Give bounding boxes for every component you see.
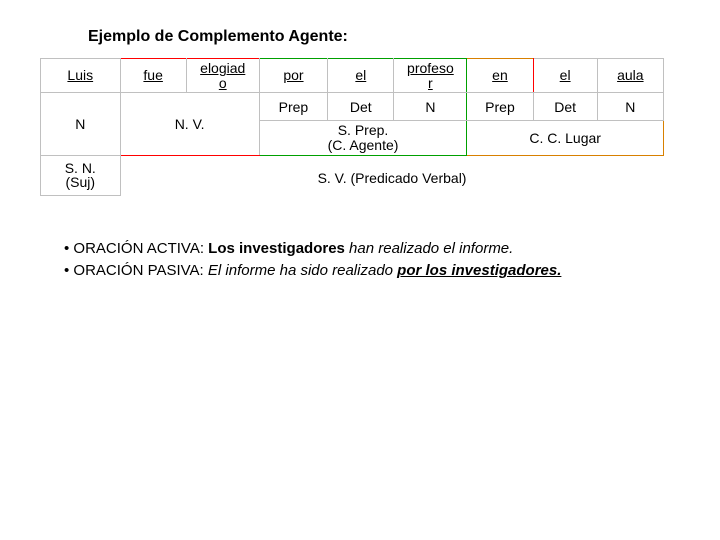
table-row-labels-3: S. N. (Suj) S. V. (Predicado Verbal) bbox=[41, 155, 664, 195]
activa-bold: Los investigadores bbox=[208, 240, 345, 257]
word-por: por bbox=[259, 59, 327, 93]
label-prep-1: Prep bbox=[259, 93, 327, 121]
word-luis: Luis bbox=[41, 59, 121, 93]
label-sprep-agente: S. Prep. (C. Agente) bbox=[259, 121, 467, 155]
page-title: Ejemplo de Complemento Agente: bbox=[88, 28, 680, 46]
activa-rest: han realizado el informe. bbox=[345, 240, 513, 257]
word-el-2: el bbox=[533, 59, 597, 93]
word-fue: fue bbox=[120, 59, 186, 93]
examples-block: • ORACIÓN ACTIVA: Los investigadores han… bbox=[64, 238, 680, 283]
word-profesor: profeso r bbox=[394, 59, 467, 93]
label-n-2: N bbox=[597, 93, 663, 121]
label-cc-lugar: C. C. Lugar bbox=[467, 121, 664, 155]
label-prep-2: Prep bbox=[467, 93, 533, 121]
example-pasiva: • ORACIÓN PASIVA: El informe ha sido rea… bbox=[64, 260, 680, 283]
word-el-1: el bbox=[328, 59, 394, 93]
activa-label: ORACIÓN ACTIVA: bbox=[73, 240, 204, 257]
example-activa: • ORACIÓN ACTIVA: Los investigadores han… bbox=[64, 238, 680, 261]
pasiva-italic: El informe ha sido realizado bbox=[208, 262, 397, 279]
label-sv-predicado: S. V. (Predicado Verbal) bbox=[120, 155, 663, 195]
label-det-1: Det bbox=[328, 93, 394, 121]
table-row-labels-1: N N. V. Prep Det N Prep Det N bbox=[41, 93, 664, 121]
table-row-words: Luis fue elogiad o por el profeso r en e… bbox=[41, 59, 664, 93]
word-en: en bbox=[467, 59, 533, 93]
pasiva-underline: por los investigadores. bbox=[397, 262, 561, 279]
word-elogiado: elogiad o bbox=[186, 59, 259, 93]
label-n-subj: N bbox=[41, 93, 121, 155]
syntax-table: Luis fue elogiad o por el profeso r en e… bbox=[40, 58, 664, 196]
word-aula: aula bbox=[597, 59, 663, 93]
pasiva-label: ORACIÓN PASIVA: bbox=[73, 262, 203, 279]
label-nv: N. V. bbox=[120, 93, 259, 155]
label-n-1: N bbox=[394, 93, 467, 121]
label-det-2: Det bbox=[533, 93, 597, 121]
label-sn-suj: S. N. (Suj) bbox=[41, 155, 121, 195]
